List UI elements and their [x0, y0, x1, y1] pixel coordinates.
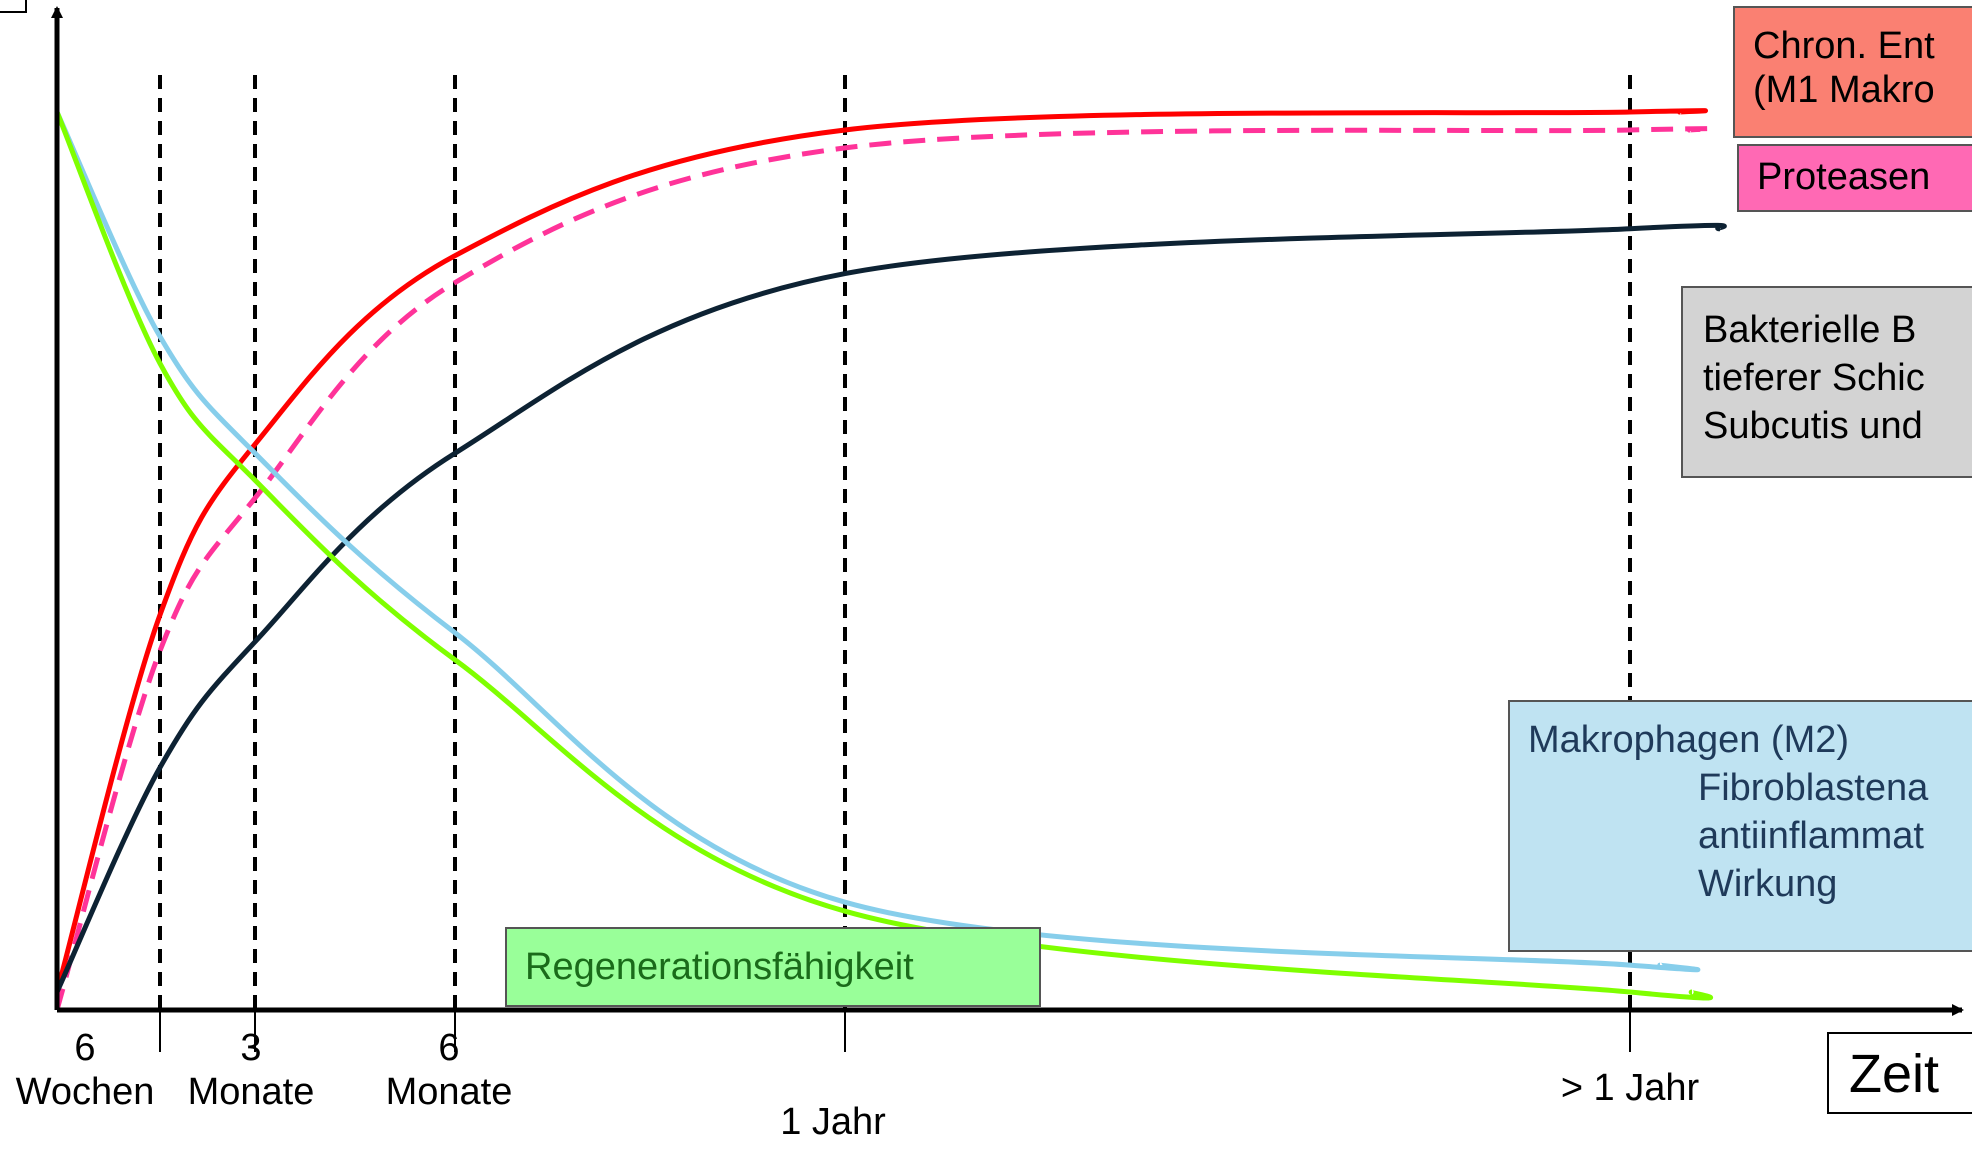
x-tick-marks: [159, 1010, 1631, 1052]
x-tick-label-6-monate: 6 Monate: [385, 1027, 513, 1113]
time-markers: [158, 75, 1632, 1010]
curve-regenerationsfaehigkeit: [54, 111, 1714, 1001]
curves: [54, 108, 1727, 1011]
proteasen-label: Proteasen: [1757, 156, 1931, 198]
x-tick-label-3-monate: 3 Monate: [187, 1027, 315, 1113]
makrophagen-title: Makrophagen (M2): [1528, 719, 1850, 761]
curve-makrophagen-m2: [54, 110, 1701, 973]
makrophagen-m2-box: Makrophagen (M2) Fibroblastena antiinfla…: [1508, 700, 1972, 952]
corner-frame: [0, 0, 27, 13]
x-axis-title: Zeit: [1849, 1044, 1940, 1104]
chron-entzuendung-box: Chron. Ent (M1 Makro: [1733, 6, 1972, 138]
regenerationsfaehigkeit-box: Regenerationsfähigkeit: [505, 927, 1041, 1007]
chron-entzuendung-line-2: (M1 Makro: [1753, 69, 1935, 111]
x-tick-label-gt-1-jahr: > 1 Jahr: [1560, 1067, 1700, 1109]
curve-chron-entzuendung: [54, 108, 1708, 993]
makrophagen-line-3: Wirkung: [1698, 863, 1838, 905]
regenerationsfaehigkeit-label: Regenerationsfähigkeit: [525, 946, 914, 988]
makrophagen-line-2: antiinflammat: [1698, 815, 1924, 857]
x-axis-title-box: Zeit: [1827, 1032, 1972, 1114]
proteasen-box: Proteasen: [1737, 144, 1972, 212]
curve-bakterielle-besiedlung: [54, 222, 1727, 994]
bakterielle-line-3: Subcutis und: [1703, 405, 1923, 447]
bakterielle-line-2: tieferer Schic: [1703, 357, 1925, 399]
bakterielle-besiedlung-box: Bakterielle B tieferer Schic Subcutis un…: [1681, 286, 1972, 478]
curve-proteasen: [54, 126, 1713, 1011]
chron-entzuendung-line-1: Chron. Ent: [1753, 25, 1935, 67]
bakterielle-line-1: Bakterielle B: [1703, 309, 1917, 351]
x-tick-label-6-wochen: 6 Wochen: [15, 1027, 155, 1113]
makrophagen-line-1: Fibroblastena: [1698, 767, 1929, 809]
x-tick-label-1-jahr: 1 Jahr: [780, 1101, 886, 1143]
